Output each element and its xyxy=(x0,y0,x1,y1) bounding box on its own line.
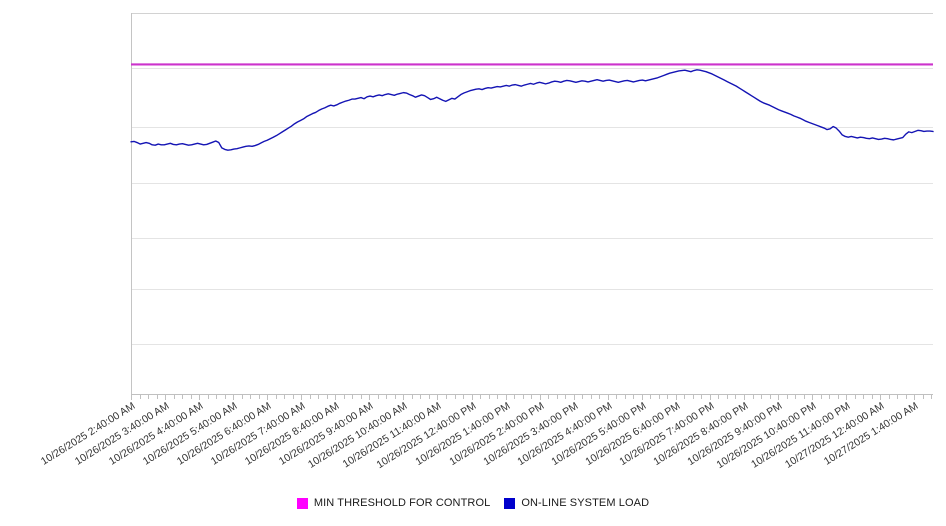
x-tick-label-wrap: 10/26/2025 9:40:00 AM xyxy=(277,400,375,468)
x-tick-label-wrap: 10/26/2025 12:40:00 PM xyxy=(374,400,478,471)
x-tick-label-wrap: 10/26/2025 7:40:00 PM xyxy=(617,400,716,468)
legend-item-online-system-load[interactable]: ON-LINE SYSTEM LOAD xyxy=(504,497,649,509)
x-tick-label-wrap: 10/26/2025 6:40:00 PM xyxy=(583,400,682,468)
legend-label-online-system-load: ON-LINE SYSTEM LOAD xyxy=(521,497,650,509)
chart-legend: MIN THRESHOLD FOR CONTROL ON-LINE SYSTEM… xyxy=(0,497,946,509)
x-tick-label-wrap: 10/27/2025 12:40:00 AM xyxy=(783,400,886,471)
x-tick-label-wrap: 10/26/2025 7:40:00 AM xyxy=(209,400,307,468)
x-tick-label-wrap: 10/26/2025 4:40:00 AM xyxy=(107,400,205,468)
legend-swatch-magenta xyxy=(296,497,308,509)
line-chart-plot xyxy=(130,13,934,400)
series-on-line-system-load xyxy=(130,69,934,151)
x-tick-label-wrap: 10/26/2025 5:40:00 PM xyxy=(549,400,648,468)
x-tick-label-wrap: 10/26/2025 4:40:00 PM xyxy=(515,400,614,468)
x-tick-label-wrap: 10/26/2025 2:40:00 AM xyxy=(39,400,137,468)
x-tick-label-wrap: 10/26/2025 9:40:00 PM xyxy=(685,400,784,468)
x-tick-label-wrap: 10/26/2025 1:40:00 PM xyxy=(413,400,512,468)
x-tick-label-wrap: 10/26/2025 2:40:00 PM xyxy=(447,400,546,468)
x-tick-label-wrap: 10/26/2025 3:40:00 AM xyxy=(73,400,171,468)
x-tick-label-wrap: 10/26/2025 10:40:00 PM xyxy=(715,400,819,471)
x-tick-label-wrap: 10/26/2025 11:40:00 AM xyxy=(341,400,444,470)
plot-background xyxy=(131,13,933,394)
x-axis-ticks xyxy=(131,395,932,400)
x-axis-labels: 10/26/2025 2:40:00 AM 10/26/2025 3:40:00 … xyxy=(0,394,946,494)
gridlines xyxy=(131,68,933,345)
x-tick-label-wrap: 10/26/2025 8:40:00 PM xyxy=(651,400,750,468)
legend-item-min-threshold[interactable]: MIN THRESHOLD FOR CONTROL xyxy=(296,497,491,509)
x-tick-label-wrap: 10/26/2025 8:40:00 AM xyxy=(243,400,341,468)
legend-swatch-blue xyxy=(504,497,516,509)
x-tick-label-wrap: 10/26/2025 11:40:00 PM xyxy=(749,400,852,471)
legend-label-min-threshold: MIN THRESHOLD FOR CONTROL xyxy=(313,497,491,509)
x-tick-label-wrap: 10/27/2025 1:40:00 AM xyxy=(822,400,920,468)
x-tick-label-wrap: 10/26/2025 6:40:00 AM xyxy=(175,400,273,468)
x-tick-label-wrap: 10/26/2025 10:40:00 AM xyxy=(306,400,409,471)
x-tick-label-wrap: 10/26/2025 3:40:00 PM xyxy=(481,400,580,468)
x-tick-label-wrap: 10/26/2025 5:40:00 AM xyxy=(141,400,239,468)
